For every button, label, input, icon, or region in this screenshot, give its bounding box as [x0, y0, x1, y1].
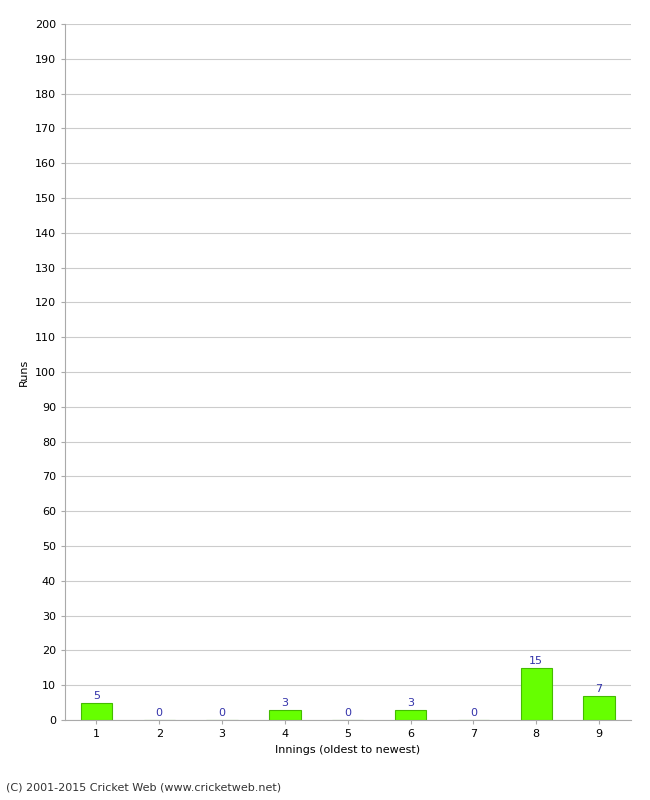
Bar — [269, 710, 300, 720]
Text: 7: 7 — [595, 684, 603, 694]
Text: 0: 0 — [470, 708, 477, 718]
X-axis label: Innings (oldest to newest): Innings (oldest to newest) — [275, 745, 421, 754]
Text: (C) 2001-2015 Cricket Web (www.cricketweb.net): (C) 2001-2015 Cricket Web (www.cricketwe… — [6, 782, 281, 792]
Text: 0: 0 — [218, 708, 226, 718]
Text: 15: 15 — [529, 656, 543, 666]
Y-axis label: Runs: Runs — [20, 358, 29, 386]
Bar — [395, 710, 426, 720]
Text: 0: 0 — [156, 708, 162, 718]
Bar — [81, 702, 112, 720]
Text: 5: 5 — [93, 691, 100, 701]
Bar — [521, 668, 552, 720]
Text: 0: 0 — [344, 708, 351, 718]
Text: 3: 3 — [281, 698, 289, 708]
Bar — [584, 696, 615, 720]
Text: 3: 3 — [407, 698, 414, 708]
